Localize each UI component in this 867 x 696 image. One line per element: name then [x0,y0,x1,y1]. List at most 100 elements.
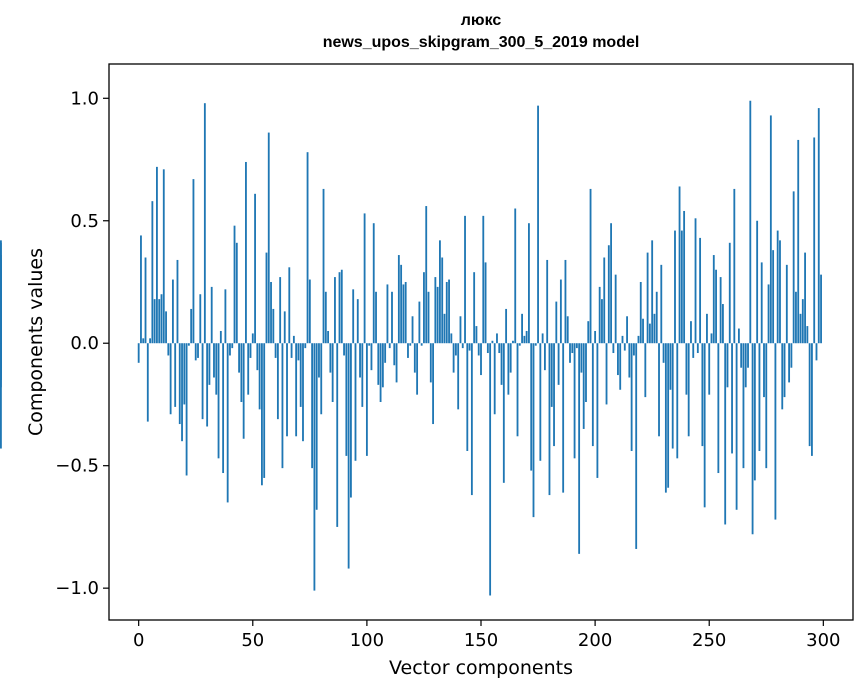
bar [377,343,380,385]
bar [206,343,209,427]
bar [813,137,816,344]
bar [756,220,759,344]
bar [758,343,761,451]
bar [514,208,517,344]
bar [0,343,2,449]
bar [420,343,423,346]
bar [286,343,288,437]
bar [808,343,811,447]
bar [454,343,457,356]
bar [662,343,665,363]
bar [683,210,686,344]
bar [276,343,279,420]
bar [187,343,190,346]
bar [564,259,567,344]
bar [429,343,432,383]
bar [402,284,405,344]
bar [569,343,571,363]
bar [156,166,158,344]
bar [790,343,793,368]
bar [194,343,197,361]
bar [582,343,585,429]
bar [459,316,462,344]
bar [261,343,263,486]
bar [749,100,752,344]
y-axis-label: Components values [25,247,47,437]
bar [626,316,628,344]
bar [493,343,496,415]
bar [181,343,183,442]
bar [605,343,608,405]
bar [313,343,316,591]
bar [283,311,286,344]
bar [423,272,425,344]
bar [651,240,654,344]
bar [717,343,720,474]
bar [336,343,339,527]
bar [251,333,254,344]
bar [619,343,622,390]
bar [489,343,492,596]
bar [792,191,795,344]
bar [726,343,729,388]
bar [776,230,779,344]
bar [365,343,368,456]
bar [737,328,740,344]
bar [267,132,270,344]
bar [502,343,505,483]
bar [694,218,697,344]
bar [393,343,396,366]
bar [765,343,768,469]
bar [256,343,259,371]
bar [630,343,633,451]
bar [696,343,699,354]
x-tick-label: 100 [350,630,384,651]
bar [322,188,325,344]
bar [338,272,341,344]
bar [774,343,777,520]
bar [820,274,822,344]
bar [169,343,172,415]
bar [767,284,770,344]
bar [445,281,448,344]
y-axis: −1.0 −0.5 0.0 0.5 1.0 [55,88,109,599]
bar [149,338,151,344]
bar [0,343,2,380]
bar [742,343,745,469]
bar [795,291,797,344]
bar [573,343,576,459]
bar [623,343,626,351]
bar [708,343,711,395]
bar [585,343,587,402]
bar [644,343,647,398]
bar [658,343,660,437]
bar [797,139,800,344]
bar [158,299,161,344]
x-tick-label: 200 [578,630,612,651]
x-tick-label: 0 [133,630,144,651]
bar [183,343,186,405]
bar [327,330,330,344]
bar [578,343,581,554]
bar [617,343,619,376]
bar [566,316,569,344]
bar [162,169,165,344]
bar [304,343,307,349]
bar [678,186,681,344]
bar [245,161,247,344]
bar [370,343,373,371]
bar [249,343,252,358]
bar [653,313,656,344]
bar [637,335,640,344]
bar [543,343,546,371]
bar [160,294,163,344]
x-tick-label: 50 [241,630,264,651]
bar [308,279,311,344]
bar [146,343,149,422]
bar [199,294,202,344]
bar [224,289,227,344]
bar [639,281,642,344]
bar [788,343,791,383]
bar [450,333,453,344]
